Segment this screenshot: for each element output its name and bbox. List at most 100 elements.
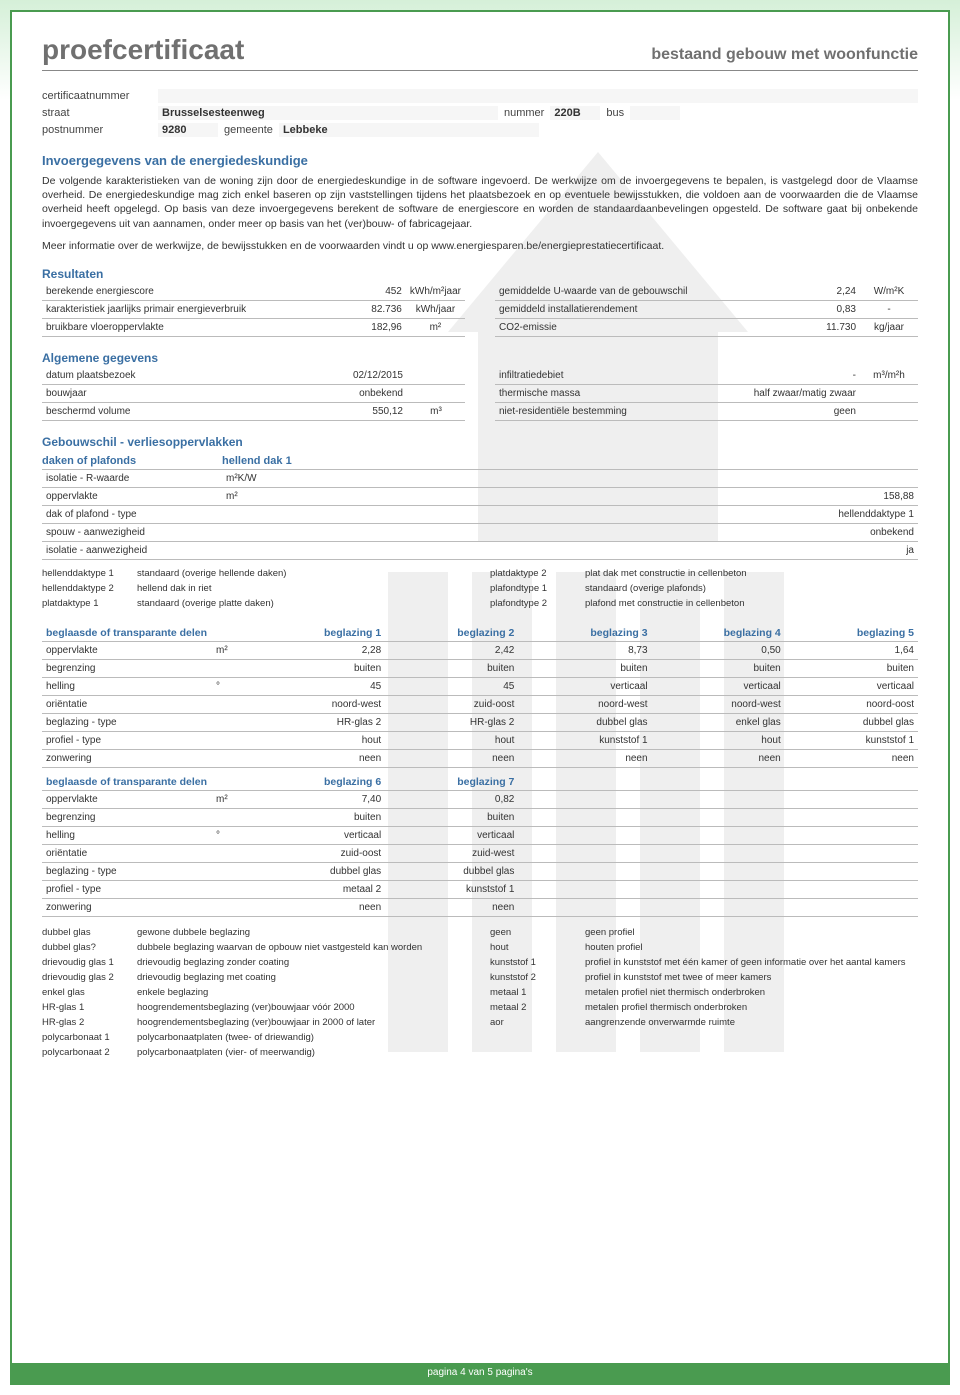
legend-val: polycarbonaatplaten (vier- of meerwandig… <box>137 1047 315 1058</box>
cell-value: 8,73 <box>518 641 651 659</box>
kv-unit <box>407 367 465 385</box>
legend-key: drievoudig glas 2 <box>42 972 137 983</box>
kv-label: infiltratiedebiet <box>495 367 696 385</box>
cert-value <box>158 89 918 103</box>
row-label: zonwering <box>42 749 212 767</box>
beglazing-legend: dubbel glasgewone dubbele beglazinggeeng… <box>42 925 918 1060</box>
legend-val: standaard (overige platte daken) <box>137 598 274 609</box>
legend-key: dubbel glas <box>42 927 137 938</box>
legend-key: metaal 2 <box>490 1002 585 1013</box>
legend-val: dubbele beglazing waarvan de opbouw niet… <box>137 942 422 953</box>
cell-value: 2,42 <box>385 641 518 659</box>
legend-val: hoogrendementsbeglazing (ver)bouwjaar in… <box>137 1017 375 1028</box>
legend-key: enkel glas <box>42 987 137 998</box>
row-unit <box>212 844 252 862</box>
row-label: dak of plafond - type <box>42 505 222 523</box>
legend-key: plafondtype 2 <box>490 598 585 609</box>
kv-label: CO2-emissie <box>495 318 801 336</box>
col-head: beglazing 7 <box>385 772 518 791</box>
legend-key: metaal 1 <box>490 987 585 998</box>
legend-val: standaard (overige plafonds) <box>585 583 706 594</box>
cell-value: dubbel glas <box>385 862 518 880</box>
cell-value: zuid-oost <box>252 844 385 862</box>
legend-val: metalen profiel niet thermisch onderbrok… <box>585 987 765 998</box>
cell-value: zuid-west <box>385 844 518 862</box>
kv-value: geen <box>696 402 860 420</box>
row-unit: m²K/W <box>222 470 282 488</box>
kv-value: 82.736 <box>349 300 406 318</box>
col-head: beglazing 1 <box>252 623 385 642</box>
cell-value: 0,50 <box>652 641 785 659</box>
cell-value: buiten <box>252 808 385 826</box>
section-invoer-title: Invoergegevens van de energiedeskundige <box>42 153 918 168</box>
kv-label: gemiddeld installatierendement <box>495 300 801 318</box>
cell-value: neen <box>252 898 385 916</box>
kv-unit <box>860 402 918 420</box>
legend-val: houten profiel <box>585 942 643 953</box>
cell-value: dubbel glas <box>518 713 651 731</box>
kv-unit: m³ <box>407 402 465 420</box>
row-label: beglazing - type <box>42 713 212 731</box>
cell-value: zuid-oost <box>385 695 518 713</box>
row-unit <box>212 749 252 767</box>
cell-value: hout <box>252 731 385 749</box>
cell-value: neen <box>652 749 785 767</box>
legend-key: drievoudig glas 1 <box>42 957 137 968</box>
kv-label: bouwjaar <box>42 384 271 402</box>
resultaten-title: Resultaten <box>42 267 918 281</box>
intro-p1: De volgende karakteristieken van de woni… <box>42 174 918 231</box>
legend-key: dubbel glas? <box>42 942 137 953</box>
kv-unit: W/m²K <box>860 283 918 301</box>
cell-value: dubbel glas <box>785 713 918 731</box>
cell-value: buiten <box>385 808 518 826</box>
cell-value: 2,28 <box>252 641 385 659</box>
daken-head-l: daken of plafonds <box>42 455 222 467</box>
row-unit <box>212 808 252 826</box>
legend-key: aor <box>490 1017 585 1028</box>
cell-value: HR-glas 2 <box>252 713 385 731</box>
legend-key: platdaktype 1 <box>42 598 137 609</box>
kv-unit <box>407 384 465 402</box>
daken-legend: hellenddaktype 1standaard (overige helle… <box>42 566 918 611</box>
kv-label: berekende energiescore <box>42 283 349 301</box>
kv-unit: kWh/m²jaar <box>406 283 465 301</box>
cell-value: 7,40 <box>252 790 385 808</box>
legend-key: polycarbonaat 1 <box>42 1032 137 1043</box>
legend-key: geen <box>490 927 585 938</box>
row-label: isolatie - R-waarde <box>42 470 222 488</box>
kv-label: gemiddelde U-waarde van de gebouwschil <box>495 283 801 301</box>
kv-label: bruikbare vloeroppervlakte <box>42 318 349 336</box>
kv-value: 550,12 <box>271 402 407 420</box>
cell-value: kunststof 1 <box>518 731 651 749</box>
address-block: certificaatnummer straat Brusselsesteenw… <box>42 89 918 137</box>
cell-value: buiten <box>385 659 518 677</box>
cell-value: kunststof 1 <box>385 880 518 898</box>
legend-key: hellenddaktype 1 <box>42 568 137 579</box>
kv-value: 182,96 <box>349 318 406 336</box>
row-label: oppervlakte <box>42 641 212 659</box>
cell-value: verticaal <box>252 826 385 844</box>
kv-value: 452 <box>349 283 406 301</box>
row-value: ja <box>282 541 918 559</box>
cell-value: neen <box>385 749 518 767</box>
kv-value: half zwaar/matig zwaar <box>696 384 860 402</box>
col-head: beglazing 5 <box>785 623 918 642</box>
cell-value: verticaal <box>385 826 518 844</box>
cell-value: kunststof 1 <box>785 731 918 749</box>
row-label: profiel - type <box>42 880 212 898</box>
legend-key: HR-glas 2 <box>42 1017 137 1028</box>
legend-val: drievoudig beglazing met coating <box>137 972 276 983</box>
cell-value: verticaal <box>652 677 785 695</box>
kv-label: niet-residentiële bestemming <box>495 402 696 420</box>
cell-value: neen <box>785 749 918 767</box>
kv-label: beschermd volume <box>42 402 271 420</box>
row-value: hellenddaktype 1 <box>282 505 918 523</box>
kv-value: onbekend <box>271 384 407 402</box>
row-label: zonwering <box>42 898 212 916</box>
cell-value: hout <box>652 731 785 749</box>
row-unit <box>212 862 252 880</box>
algemeen-title: Algemene gegevens <box>42 351 918 365</box>
cell-value: verticaal <box>785 677 918 695</box>
kv-value: - <box>696 367 860 385</box>
row-label: oppervlakte <box>42 487 222 505</box>
